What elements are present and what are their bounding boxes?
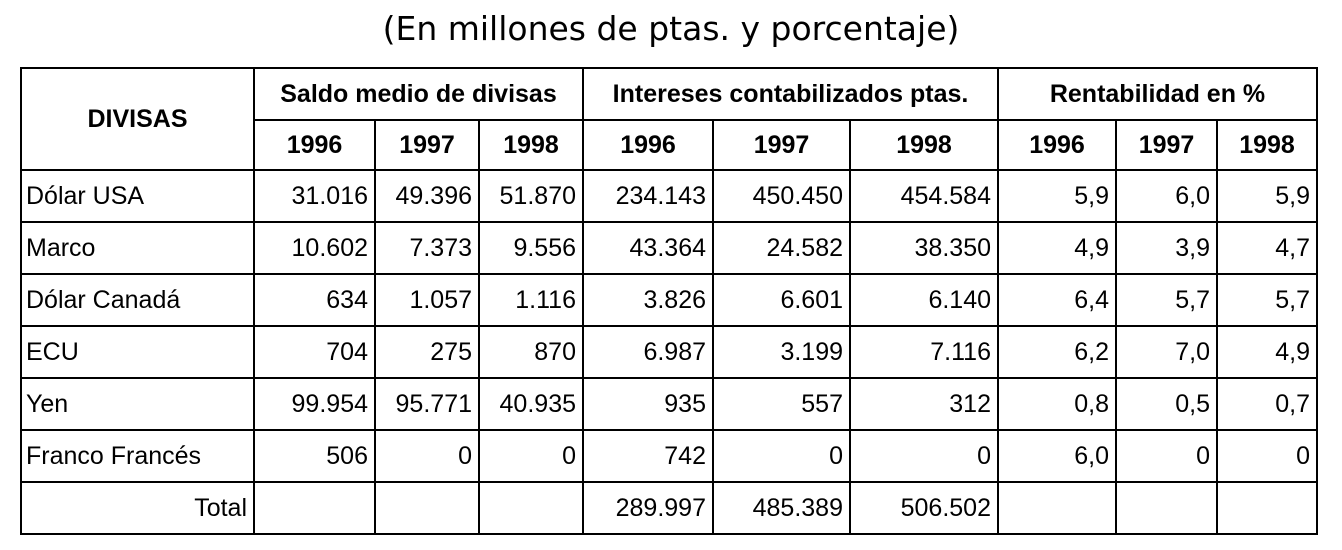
table-cell: 6,0 [1115, 169, 1218, 223]
table-cell: 6.601 [712, 273, 851, 327]
table-cell: 9.556 [478, 221, 584, 275]
year-header: 1997 [374, 119, 480, 171]
table-cell: 40.935 [478, 377, 584, 431]
table-row: Dólar USA 31.016 49.396 51.870 234.143 450.45… [20, 169, 1318, 223]
table-row: Marco 10.602 7.373 9.556 43.364 24.582 38.350 4… [20, 221, 1318, 275]
table-cell: 49.396 [374, 169, 480, 223]
table-cell: 485.389 [712, 481, 851, 535]
currency-name: Dólar USA [20, 169, 255, 223]
table-row: Franco Francés 506 0 0 742 0 0 6,0 0 0 [20, 429, 1318, 483]
table-cell: 742 [582, 429, 714, 483]
year-header: 1996 [582, 119, 714, 171]
table-cell: 0 [712, 429, 851, 483]
year-header: 1996 [253, 119, 376, 171]
table-cell: 506 [253, 429, 376, 483]
table-cell: 506.502 [849, 481, 999, 535]
currency-name: Dólar Canadá [20, 273, 255, 327]
table-cell: 289.997 [582, 481, 714, 535]
total-label: Total [20, 481, 255, 535]
table-cell: 6.987 [582, 325, 714, 379]
total-row: Total 289.997 485.389 506.502 [20, 481, 1318, 535]
table-cell [997, 481, 1117, 535]
header-saldo-medio: Saldo medio de divisas [253, 67, 584, 121]
table-cell [1115, 481, 1218, 535]
table-cell: 275 [374, 325, 480, 379]
table-cell [253, 481, 376, 535]
table-cell: 3.826 [582, 273, 714, 327]
year-header: 1997 [712, 119, 851, 171]
table-cell: 31.016 [253, 169, 376, 223]
table-cell: 51.870 [478, 169, 584, 223]
table-cell [374, 481, 480, 535]
table-cell: 634 [253, 273, 376, 327]
table-cell: 5,9 [997, 169, 1117, 223]
table-cell: 95.771 [374, 377, 480, 431]
table-row: Yen 99.954 95.771 40.935 935 557 312 0,8 0,5 0,7 [20, 377, 1318, 431]
table-cell: 0 [1216, 429, 1318, 483]
table-cell: 935 [582, 377, 714, 431]
table-cell: 1.057 [374, 273, 480, 327]
table-cell: 7.373 [374, 221, 480, 275]
table-cell: 6.140 [849, 273, 999, 327]
table-row: ECU 704 275 870 6.987 3.199 7.116 6,2 7,0 4,9 [20, 325, 1318, 379]
table-cell: 4,9 [997, 221, 1117, 275]
table-cell: 0,8 [997, 377, 1117, 431]
table-cell: 43.364 [582, 221, 714, 275]
header-rentabilidad: Rentabilidad en % [997, 67, 1318, 121]
table-cell: 0,7 [1216, 377, 1318, 431]
table-cell: 450.450 [712, 169, 851, 223]
table-cell: 234.143 [582, 169, 714, 223]
table-cell: 6,2 [997, 325, 1117, 379]
year-header: 1997 [1115, 119, 1218, 171]
table-cell: 4,9 [1216, 325, 1318, 379]
header-intereses: Intereses contabilizados ptas. [582, 67, 999, 121]
header-row-groups: DIVISAS Saldo medio de divisas Intereses… [20, 67, 1318, 171]
table-row: Dólar Canadá 634 1.057 1.116 3.826 6.601 6.140… [20, 273, 1318, 327]
table-cell: 99.954 [253, 377, 376, 431]
currency-name: ECU [20, 325, 255, 379]
table-cell: 312 [849, 377, 999, 431]
table-cell: 5,7 [1216, 273, 1318, 327]
table-cell: 5,7 [1115, 273, 1218, 327]
table-cell: 7,0 [1115, 325, 1218, 379]
table-cell: 3.199 [712, 325, 851, 379]
year-header: 1998 [478, 119, 584, 171]
year-header: 1996 [997, 119, 1117, 171]
table-cell: 5,9 [1216, 169, 1318, 223]
year-header: 1998 [849, 119, 999, 171]
table-cell [1216, 481, 1318, 535]
table-cell: 557 [712, 377, 851, 431]
table-cell: 10.602 [253, 221, 376, 275]
currency-name: Franco Francés [20, 429, 255, 483]
header-row-years: 1996 1997 1998 1996 1997 1998 1996 1997 … [21, 119, 1318, 171]
table-cell: 1.116 [478, 273, 584, 327]
table-cell: 6,4 [997, 273, 1117, 327]
table-cell: 3,9 [1115, 221, 1218, 275]
table-cell [478, 481, 584, 535]
table-cell: 0 [849, 429, 999, 483]
table-subtitle: (En millones de ptas. y porcentaje) [382, 9, 960, 48]
table-cell: 454.584 [849, 169, 999, 223]
table-cell: 704 [253, 325, 376, 379]
table-cell: 0 [374, 429, 480, 483]
currency-name: Marco [20, 221, 255, 275]
table-cell: 0 [1115, 429, 1218, 483]
header-divisas: DIVISAS [20, 67, 255, 171]
table-cell: 6,0 [997, 429, 1117, 483]
table-cell: 0,5 [1115, 377, 1218, 431]
table-cell: 24.582 [712, 221, 851, 275]
table-cell: 4,7 [1216, 221, 1318, 275]
year-header: 1998 [1216, 119, 1318, 171]
table-cell: 38.350 [849, 221, 999, 275]
currency-name: Yen [20, 377, 255, 431]
table-cell: 7.116 [849, 325, 999, 379]
table-cell: 870 [478, 325, 584, 379]
table-cell: 0 [478, 429, 584, 483]
currency-table: DIVISAS Saldo medio de divisas Intereses… [20, 67, 1318, 535]
